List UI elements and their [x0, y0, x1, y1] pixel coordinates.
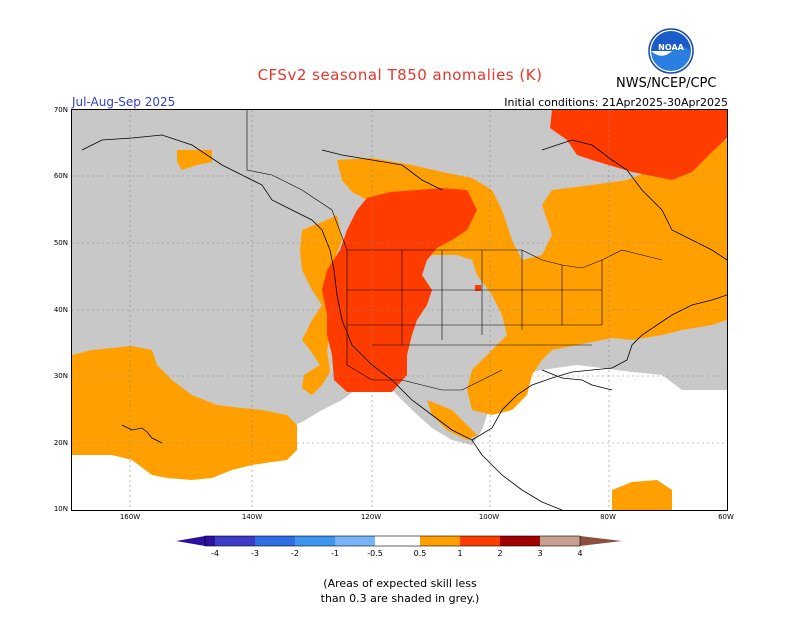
lat-label-60n: 60N — [53, 172, 68, 180]
skill-note: (Areas of expected skill less than 0.3 a… — [0, 576, 800, 606]
map-title: CFSv2 seasonal T850 anomalies (K) — [257, 66, 543, 84]
lon-label-160w: 160W — [119, 513, 141, 521]
legend-swatch-m4-m3 — [215, 536, 255, 546]
legend-swatch-1-2 — [460, 536, 500, 546]
legend-outline — [204, 535, 581, 547]
lon-label-140w: 140W — [241, 513, 263, 521]
legend-swatch-2-3 — [500, 536, 540, 546]
lat-label-50n: 50N — [53, 239, 68, 247]
red-northeast-canada-region — [550, 110, 727, 180]
graticule — [72, 110, 727, 510]
legend-label-1: 1 — [457, 549, 462, 558]
orange-pacific-region — [72, 346, 297, 480]
legend-colorbar: -4 -3 -2 -1 -0.5 0.5 1 2 3 4 — [176, 535, 622, 558]
anomaly-map — [71, 109, 728, 511]
lon-label-100w: 100W — [478, 513, 500, 521]
skill-note-line-2: than 0.3 are shaded in grey.) — [320, 592, 480, 605]
season-label: Jul-Aug-Sep 2025 — [72, 95, 176, 109]
legend-swatch-m3-m2 — [255, 536, 295, 546]
agency-label: NWS/NCEP/CPC — [616, 76, 717, 91]
lat-label-70n: 70N — [53, 106, 68, 114]
noaa-logo: NOAA — [648, 28, 694, 74]
legend-label-m3: -3 — [251, 549, 259, 558]
legend-swatch-neutral — [375, 536, 420, 546]
logo-text: NOAA — [658, 43, 684, 52]
legend-swatch-05-1 — [420, 536, 460, 546]
legend-label-4: 4 — [577, 549, 582, 558]
political-boundaries — [246, 110, 663, 391]
legend-label-m2: -2 — [291, 549, 299, 558]
lon-label-80w: 80W — [600, 513, 616, 521]
lat-label-40n: 40N — [53, 306, 68, 314]
map-canvas — [72, 110, 727, 510]
legend-label-m1: -1 — [331, 549, 339, 558]
lon-label-60w: 60W — [718, 513, 734, 521]
coastlines — [81, 134, 727, 510]
orange-west-us-region — [300, 215, 342, 395]
initial-conditions-label: Initial conditions: 21Apr2025-30Apr2025 — [504, 96, 728, 109]
lat-label-10n: 10N — [53, 505, 68, 513]
lon-label-120w: 120W — [360, 513, 382, 521]
legend-swatch-m1-m05 — [335, 536, 375, 546]
legend-swatch-3-4 — [540, 536, 580, 546]
legend-label-m05: -0.5 — [367, 549, 383, 558]
legend-label-m4: -4 — [211, 549, 219, 558]
legend-label-2: 2 — [497, 549, 502, 558]
orange-mexico-patch — [427, 400, 477, 440]
legend-label-3: 3 — [537, 549, 542, 558]
legend-label-05: 0.5 — [414, 549, 427, 558]
legend-swatch-bridge — [205, 536, 215, 546]
lat-label-30n: 30N — [53, 372, 68, 380]
legend-swatch-above-4 — [580, 536, 622, 546]
lat-label-20n: 20N — [53, 439, 68, 447]
red-small-patch — [475, 285, 481, 291]
orange-caribbean-patch — [612, 480, 672, 510]
skill-note-line-1: (Areas of expected skill less — [323, 577, 477, 590]
legend-swatch-m2-m1 — [295, 536, 335, 546]
legend-swatch-below-minus4 — [176, 536, 205, 546]
orange-alaska-patch — [177, 150, 212, 170]
